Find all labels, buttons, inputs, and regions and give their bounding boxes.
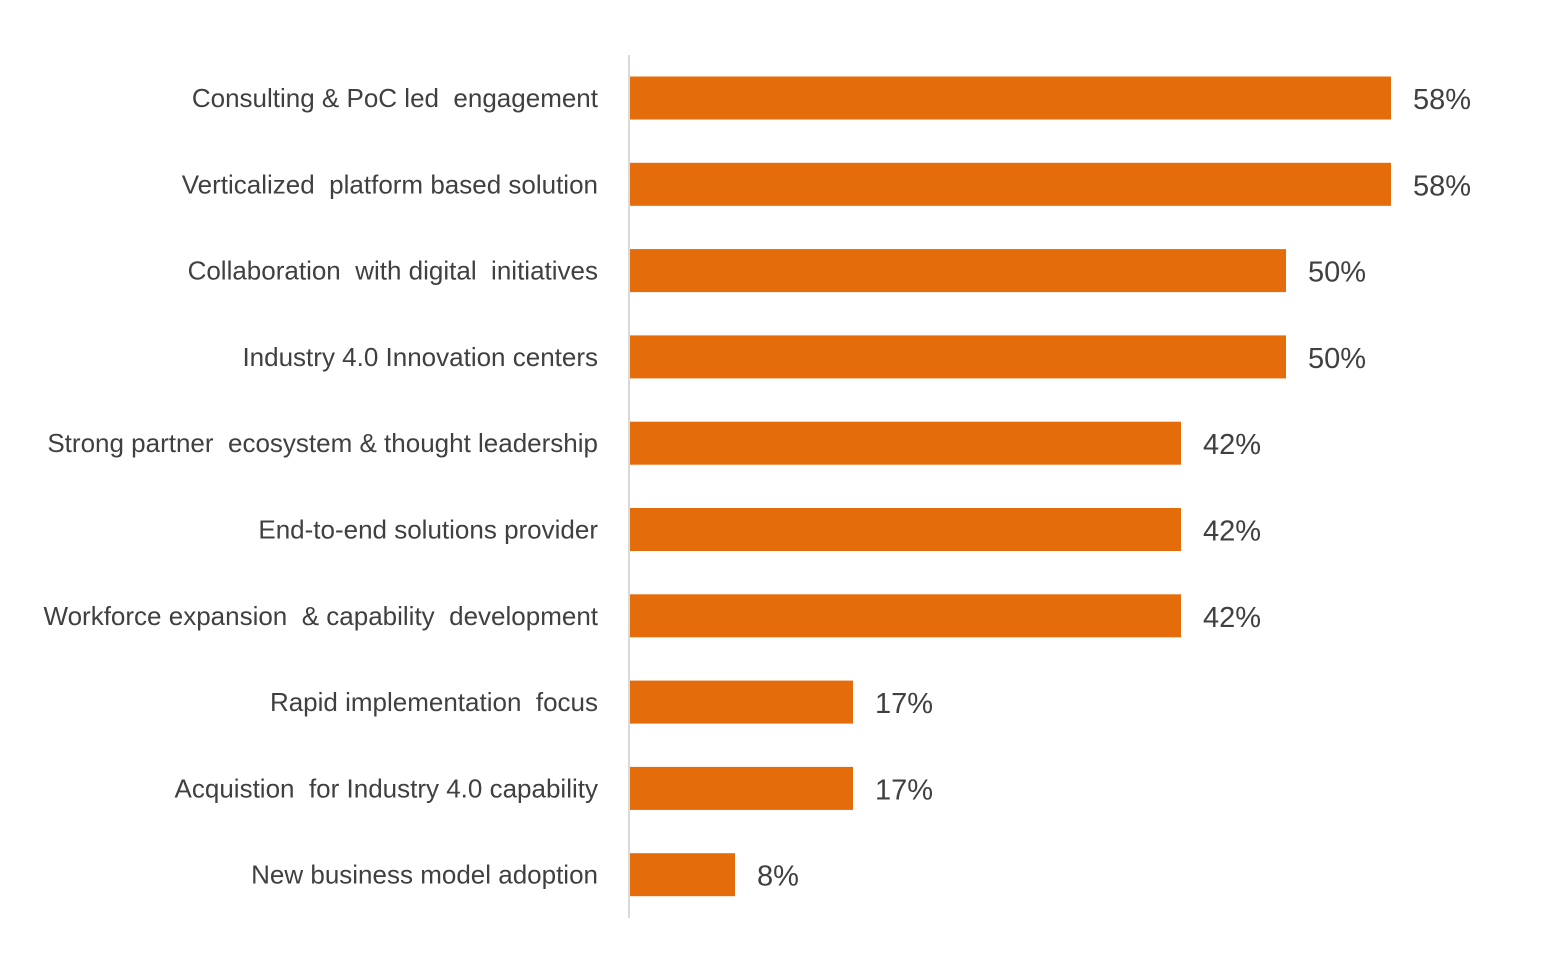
- bar-2: [630, 249, 1286, 293]
- labels-layer: Consulting & PoC led engagement 58% Vertic…: [44, 83, 1472, 893]
- category-label-9: New business model adoption: [251, 860, 598, 890]
- value-label-7: 17%: [875, 688, 933, 720]
- value-label-8: 17%: [875, 774, 933, 806]
- value-label-4: 42%: [1203, 429, 1261, 461]
- value-label-2: 50%: [1308, 257, 1366, 289]
- category-label-2: Collaboration with digital initiatives: [188, 256, 598, 286]
- bar-0: [630, 76, 1391, 120]
- category-label-7: Rapid implementation focus: [270, 687, 598, 717]
- category-label-0: Consulting & PoC led engagement: [192, 83, 599, 113]
- category-label-3: Industry 4.0 Innovation centers: [242, 342, 598, 372]
- bar-9: [630, 853, 735, 897]
- category-label-4: Strong partner ecosystem & thought leade…: [47, 428, 598, 458]
- bar-4: [630, 421, 1181, 465]
- category-label-8: Acquistion for Industry 4.0 capability: [175, 773, 598, 803]
- bar-8: [630, 766, 853, 810]
- bar-7: [630, 680, 853, 724]
- category-label-5: End-to-end solutions provider: [258, 515, 598, 545]
- value-label-1: 58%: [1413, 170, 1471, 202]
- bar-6: [630, 594, 1181, 638]
- value-label-3: 50%: [1308, 343, 1366, 375]
- bar-3: [630, 335, 1286, 379]
- bars-layer: [630, 76, 1391, 897]
- bar-5: [630, 508, 1181, 551]
- bar-1: [630, 162, 1391, 206]
- category-label-6: Workforce expansion & capability develop…: [44, 601, 599, 631]
- value-label-5: 42%: [1203, 516, 1261, 548]
- category-label-1: Verticalized platform based solution: [182, 169, 598, 199]
- value-label-0: 58%: [1413, 84, 1471, 116]
- value-label-9: 8%: [757, 861, 799, 893]
- value-label-6: 42%: [1203, 602, 1261, 634]
